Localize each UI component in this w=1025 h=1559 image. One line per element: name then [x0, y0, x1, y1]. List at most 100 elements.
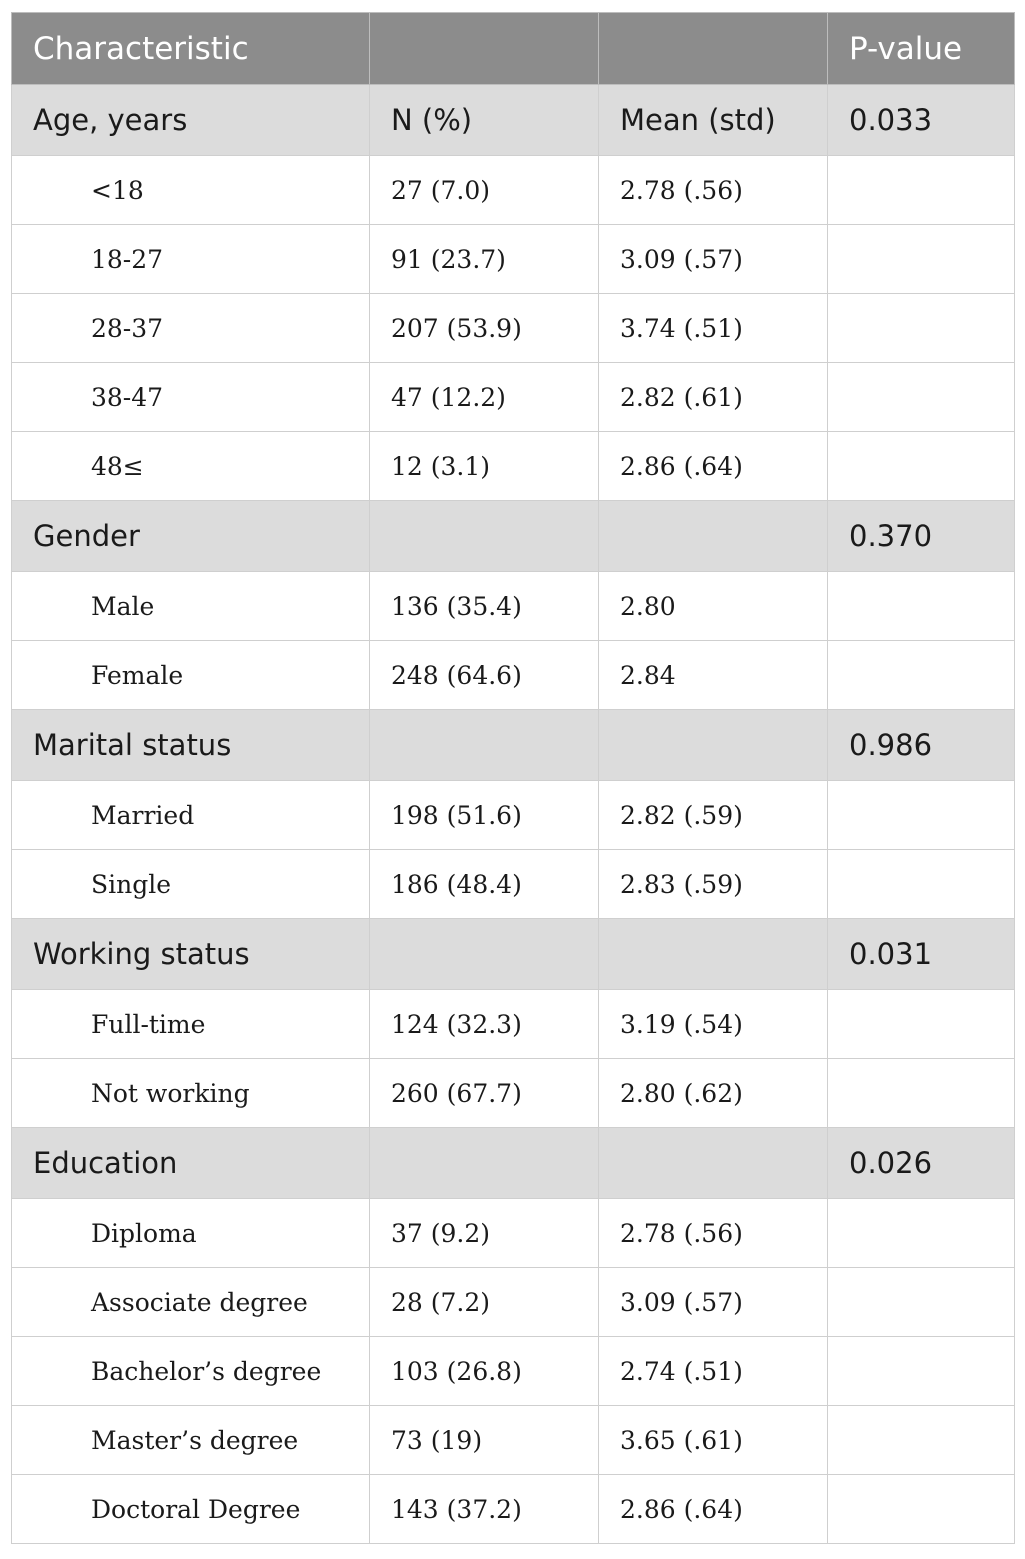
- table-row: Associate degree 28 (7.2) 3.09 (.57): [11, 1267, 1015, 1337]
- table-row: Bachelor’s degree 103 (26.8) 2.74 (.51): [11, 1336, 1015, 1406]
- row-mean-std: 2.86 (.64): [598, 431, 828, 501]
- section-col2: N (%): [369, 84, 599, 156]
- row-mean-std: 2.82 (.59): [598, 780, 828, 850]
- section-col3: [598, 709, 828, 781]
- row-n-percent: 103 (26.8): [369, 1336, 599, 1406]
- row-label: <18: [11, 155, 370, 225]
- row-label: Associate degree: [11, 1267, 370, 1337]
- table-row: Master’s degree 73 (19) 3.65 (.61): [11, 1405, 1015, 1475]
- section-label: Gender: [11, 500, 370, 572]
- row-mean-std: 2.78 (.56): [598, 155, 828, 225]
- row-pvalue: [827, 571, 1015, 641]
- section-col3: Mean (std): [598, 84, 828, 156]
- row-pvalue: [827, 989, 1015, 1059]
- row-n-percent: 47 (12.2): [369, 362, 599, 432]
- row-pvalue: [827, 780, 1015, 850]
- row-n-percent: 73 (19): [369, 1405, 599, 1475]
- header-characteristic: Characteristic: [11, 12, 370, 85]
- section-col2: [369, 500, 599, 572]
- table-body: Characteristic P-value Age, years N (%) Me…: [11, 12, 1015, 1544]
- row-n-percent: 28 (7.2): [369, 1267, 599, 1337]
- row-mean-std: 3.09 (.57): [598, 1267, 828, 1337]
- row-label: Married: [11, 780, 370, 850]
- row-n-percent: 186 (48.4): [369, 849, 599, 919]
- table-row: 48≤ 12 (3.1) 2.86 (.64): [11, 431, 1015, 501]
- row-pvalue: [827, 1058, 1015, 1128]
- section-row: Marital status 0.986: [11, 709, 1015, 781]
- row-pvalue: [827, 849, 1015, 919]
- table-row: Married 198 (51.6) 2.82 (.59): [11, 780, 1015, 850]
- row-pvalue: [827, 1198, 1015, 1268]
- row-pvalue: [827, 1336, 1015, 1406]
- row-label: 28-37: [11, 293, 370, 363]
- section-col3: [598, 918, 828, 990]
- row-n-percent: 124 (32.3): [369, 989, 599, 1059]
- table-row: Male 136 (35.4) 2.80: [11, 571, 1015, 641]
- header-row: Characteristic P-value: [11, 12, 1015, 85]
- row-n-percent: 143 (37.2): [369, 1474, 599, 1544]
- row-n-percent: 136 (35.4): [369, 571, 599, 641]
- section-label: Marital status: [11, 709, 370, 781]
- section-pvalue: 0.370: [827, 500, 1015, 572]
- section-col2: [369, 918, 599, 990]
- table-row: <18 27 (7.0) 2.78 (.56): [11, 155, 1015, 225]
- table-row: Full-time 124 (32.3) 3.19 (.54): [11, 989, 1015, 1059]
- table-row: 38-47 47 (12.2) 2.82 (.61): [11, 362, 1015, 432]
- row-mean-std: 3.65 (.61): [598, 1405, 828, 1475]
- row-label: 18-27: [11, 224, 370, 294]
- row-pvalue: [827, 1405, 1015, 1475]
- header-col3: [598, 12, 828, 85]
- table-row: Female 248 (64.6) 2.84: [11, 640, 1015, 710]
- row-mean-std: 2.78 (.56): [598, 1198, 828, 1268]
- header-pvalue: P-value: [827, 12, 1015, 85]
- row-mean-std: 2.74 (.51): [598, 1336, 828, 1406]
- row-label: 48≤: [11, 431, 370, 501]
- row-pvalue: [827, 224, 1015, 294]
- row-label: Male: [11, 571, 370, 641]
- row-mean-std: 2.80: [598, 571, 828, 641]
- row-n-percent: 248 (64.6): [369, 640, 599, 710]
- row-mean-std: 3.19 (.54): [598, 989, 828, 1059]
- row-label: Doctoral Degree: [11, 1474, 370, 1544]
- section-col3: [598, 500, 828, 572]
- row-label: Master’s degree: [11, 1405, 370, 1475]
- row-n-percent: 260 (67.7): [369, 1058, 599, 1128]
- section-row: Gender 0.370: [11, 500, 1015, 572]
- section-col3: [598, 1127, 828, 1199]
- row-mean-std: 2.86 (.64): [598, 1474, 828, 1544]
- row-n-percent: 27 (7.0): [369, 155, 599, 225]
- header-col2: [369, 12, 599, 85]
- row-pvalue: [827, 362, 1015, 432]
- row-label: Single: [11, 849, 370, 919]
- row-mean-std: 2.84: [598, 640, 828, 710]
- row-pvalue: [827, 1474, 1015, 1544]
- table-row: 28-37 207 (53.9) 3.74 (.51): [11, 293, 1015, 363]
- row-pvalue: [827, 431, 1015, 501]
- section-col2: [369, 1127, 599, 1199]
- table-row: Not working 260 (67.7) 2.80 (.62): [11, 1058, 1015, 1128]
- section-label: Age, years: [11, 84, 370, 156]
- row-label: Not working: [11, 1058, 370, 1128]
- row-pvalue: [827, 1267, 1015, 1337]
- row-label: Diploma: [11, 1198, 370, 1268]
- row-mean-std: 2.83 (.59): [598, 849, 828, 919]
- section-row: Age, years N (%) Mean (std) 0.033: [11, 84, 1015, 156]
- row-n-percent: 12 (3.1): [369, 431, 599, 501]
- characteristics-table: Characteristic P-value Age, years N (%) Me…: [11, 12, 1015, 1544]
- section-col2: [369, 709, 599, 781]
- section-label: Working status: [11, 918, 370, 990]
- section-pvalue: 0.033: [827, 84, 1015, 156]
- row-label: 38-47: [11, 362, 370, 432]
- row-label: Female: [11, 640, 370, 710]
- row-mean-std: 3.09 (.57): [598, 224, 828, 294]
- section-pvalue: 0.031: [827, 918, 1015, 990]
- table-row: Diploma 37 (9.2) 2.78 (.56): [11, 1198, 1015, 1268]
- row-n-percent: 207 (53.9): [369, 293, 599, 363]
- row-pvalue: [827, 155, 1015, 225]
- section-pvalue: 0.986: [827, 709, 1015, 781]
- row-label: Full-time: [11, 989, 370, 1059]
- row-mean-std: 2.82 (.61): [598, 362, 828, 432]
- table-row: 18-27 91 (23.7) 3.09 (.57): [11, 224, 1015, 294]
- row-pvalue: [827, 293, 1015, 363]
- row-label: Bachelor’s degree: [11, 1336, 370, 1406]
